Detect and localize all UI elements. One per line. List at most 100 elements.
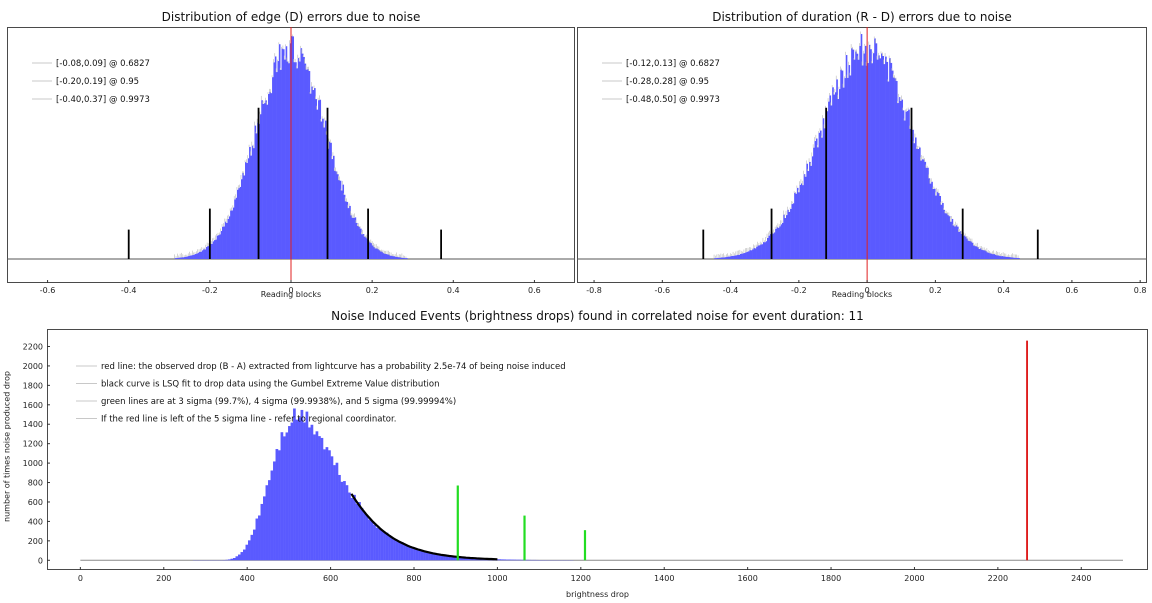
histogram-bar (787, 209, 790, 259)
histogram-bar (354, 217, 357, 259)
histogram-bar (408, 546, 411, 561)
histogram-bar (769, 234, 772, 259)
histogram-bar (435, 553, 439, 561)
legend-entry: [-0.08,0.09] @ 0.6827 (56, 59, 150, 69)
histogram-bar (890, 62, 893, 259)
x-tick-label: 0.6 (528, 286, 541, 295)
histogram-bar (996, 255, 999, 259)
histogram-bar (343, 481, 346, 561)
histogram-bar (761, 244, 764, 259)
histogram-bar (841, 70, 844, 259)
histogram-bar (967, 240, 970, 259)
histogram-bar (196, 253, 198, 259)
histogram-bar (430, 553, 434, 561)
histogram-bar (189, 255, 192, 259)
histogram-bar (303, 422, 306, 561)
histogram-bar (390, 538, 394, 561)
histogram-bar (243, 175, 246, 259)
histogram-bar (749, 250, 752, 259)
histogram-bar (984, 250, 986, 259)
histogram-bar (784, 218, 787, 259)
histogram-bar (266, 104, 269, 259)
histogram-bar (207, 246, 209, 259)
histogram-bar (853, 59, 856, 259)
histogram-bar (345, 201, 347, 259)
histogram-bar (754, 248, 757, 259)
histogram-bar (719, 257, 722, 259)
chart-title: Distribution of duration (R - D) errors … (712, 10, 1012, 24)
x-tick-label: -0.8 (586, 286, 602, 295)
histogram-bar (322, 118, 324, 259)
histogram-bar (933, 188, 936, 259)
histogram-bar (365, 515, 369, 561)
histogram-bar (840, 69, 842, 259)
histogram-bar (405, 545, 409, 561)
chart-title: Distribution of edge (D) errors due to n… (161, 10, 421, 24)
histogram-bar (995, 254, 997, 259)
x-tick-label: 400 (240, 574, 255, 583)
histogram-bar (375, 527, 379, 561)
histogram-bar (358, 226, 361, 259)
histogram-bar (381, 251, 384, 259)
histogram-bar (283, 436, 286, 561)
histogram-bar (963, 235, 966, 259)
histogram-bar (205, 247, 208, 259)
histogram-bar (391, 255, 393, 259)
histogram-bar (743, 253, 746, 259)
histogram-bar (346, 201, 349, 259)
histogram-bar (428, 552, 431, 561)
histogram-bar (345, 485, 349, 561)
histogram-bar (870, 49, 872, 259)
histogram-bar (420, 550, 424, 561)
histogram-bar (388, 254, 391, 259)
histogram-bar (976, 246, 978, 259)
histogram-bar (281, 48, 284, 260)
histogram-bar (805, 176, 807, 259)
histogram-bar (251, 145, 254, 259)
x-tick-label: 0 (78, 574, 83, 583)
histogram-bar (265, 100, 267, 259)
histogram-bar (848, 65, 851, 259)
histogram-bar (730, 256, 733, 259)
legend-entry: [-0.48,0.50] @ 0.9973 (626, 95, 720, 105)
histogram-bar (392, 256, 395, 259)
histogram-bar (308, 71, 311, 259)
histogram-bar (188, 255, 190, 259)
histogram-bar (243, 549, 246, 561)
histogram-bar (217, 235, 220, 259)
histogram-bar (1011, 257, 1013, 259)
histogram-bar (296, 68, 299, 259)
histogram-bar (753, 248, 756, 259)
x-tick-label: 800 (406, 574, 421, 583)
histogram-bar (783, 214, 785, 259)
histogram-bar (737, 254, 739, 259)
histogram-bar (715, 258, 718, 259)
x-tick-label: 200 (156, 574, 171, 583)
histogram-bar (775, 228, 777, 259)
histogram-bar (756, 246, 758, 259)
histogram-bar (957, 226, 959, 259)
histogram-bar (924, 161, 927, 259)
histogram-bar (180, 257, 182, 259)
histogram-bar (450, 556, 454, 561)
histogram-bar (286, 61, 289, 260)
histogram-bar (290, 422, 294, 561)
histogram-bar (726, 256, 728, 259)
histogram-bar (369, 242, 372, 259)
histogram-bar (388, 535, 391, 561)
y-tick-label: 2200 (23, 342, 43, 351)
histogram-bar (883, 64, 886, 259)
histogram-bar (343, 194, 346, 259)
histogram-bar (280, 432, 284, 561)
histogram-bar (990, 253, 993, 259)
histogram-bar (852, 49, 855, 260)
y-tick-label: 1200 (23, 440, 43, 449)
histogram-bar (897, 103, 899, 259)
histogram-bar (1015, 257, 1018, 259)
histogram-bar (722, 257, 724, 259)
histogram-bar (295, 419, 299, 561)
histogram-bar (777, 227, 780, 259)
histogram-bar (313, 88, 316, 259)
histogram-bar (249, 146, 251, 259)
histogram-bar (912, 129, 914, 259)
